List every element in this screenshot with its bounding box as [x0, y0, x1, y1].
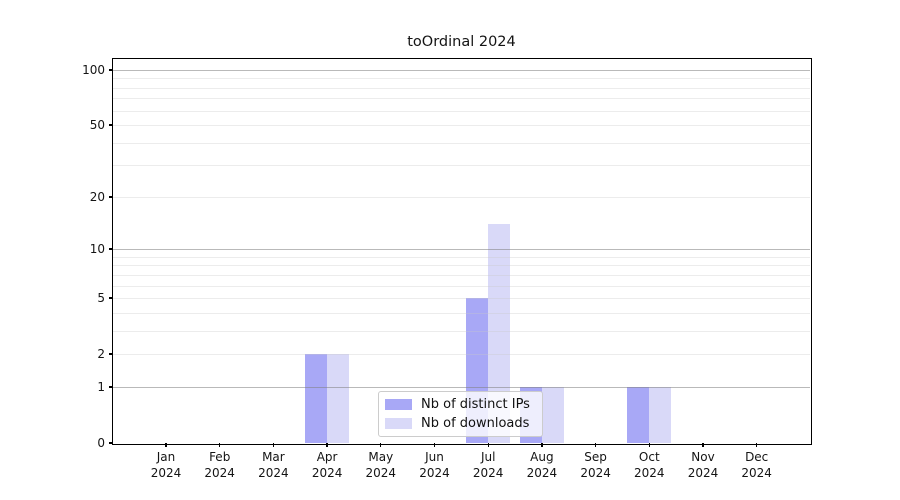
y-axis-tick	[109, 353, 113, 355]
minor-gridline	[113, 354, 810, 356]
x-axis-tick	[433, 443, 436, 447]
minor-gridline	[113, 298, 810, 300]
legend-row-distinct-ips: Nb of distinct IPs	[385, 397, 534, 412]
bar-downloads-aug	[541, 386, 564, 443]
x-axis-tick-label: Sep 2024	[580, 450, 611, 480]
x-axis-tick	[541, 443, 543, 447]
x-axis-tick-label: May 2024	[365, 450, 397, 480]
bar-downloads-apr	[327, 354, 350, 443]
minor-gridline	[113, 142, 810, 144]
minor-gridline	[113, 98, 810, 100]
minor-gridline	[113, 285, 810, 287]
x-axis-tick	[272, 443, 275, 447]
legend: Nb of distinct IPs Nb of downloads	[378, 391, 543, 437]
x-axis-tick	[219, 443, 221, 447]
x-axis-tick	[487, 443, 489, 447]
y-axis-tick	[109, 69, 113, 71]
minor-gridline	[113, 110, 810, 112]
plot-area	[113, 59, 810, 443]
y-axis-tick-label: 20	[89, 189, 105, 204]
y-axis-tick-label: 10	[89, 242, 105, 257]
minor-gridline	[113, 256, 810, 258]
y-axis-tick-label: 100	[82, 62, 105, 77]
minor-gridline	[113, 274, 810, 276]
x-axis-tick-label: Nov 2024	[687, 450, 719, 480]
x-axis-tick-label: Oct 2024	[634, 450, 665, 480]
y-axis-tick	[109, 297, 113, 299]
y-axis-tick	[109, 196, 113, 198]
major-gridline	[113, 249, 810, 251]
x-axis-tick	[756, 443, 758, 447]
x-axis-tick	[648, 443, 650, 447]
y-axis-tick-label: 0	[97, 436, 105, 450]
x-axis-tick-label: Feb 2024	[204, 450, 235, 480]
y-axis-tick	[109, 248, 113, 250]
x-axis-tick	[326, 443, 328, 447]
legend-swatch-downloads	[385, 418, 412, 429]
minor-gridline	[113, 125, 810, 127]
y-axis-tick-label: 1	[97, 379, 105, 394]
minor-gridline	[113, 330, 810, 332]
y-axis-tick	[109, 386, 113, 388]
minor-gridline	[113, 265, 810, 267]
bar-downloads-oct	[649, 386, 672, 443]
major-gridline	[113, 386, 810, 388]
x-axis-tick-label: Mar 2024	[258, 450, 289, 480]
major-gridline	[113, 69, 810, 71]
y-axis-tick	[109, 442, 113, 444]
y-axis-tick-label: 5	[97, 291, 105, 306]
bar-downloads-jul	[488, 224, 511, 443]
minor-gridline	[113, 196, 810, 198]
x-axis-tick	[594, 443, 597, 447]
minor-gridline	[113, 87, 810, 89]
minor-gridline	[113, 165, 810, 167]
y-axis-tick	[109, 124, 113, 126]
x-axis-tick	[702, 443, 704, 447]
legend-label-downloads: Nb of downloads	[421, 416, 530, 431]
x-axis-tick-label: Jul 2024	[472, 450, 504, 480]
legend-row-downloads: Nb of downloads	[385, 416, 534, 431]
x-axis-tick-label: Apr 2024	[311, 450, 343, 480]
x-axis-tick-label: Dec 2024	[741, 450, 772, 480]
bar-distinct-ips-oct	[627, 386, 650, 443]
x-axis-tick-label: Jan 2024	[150, 450, 182, 480]
legend-label-distinct-ips: Nb of distinct IPs	[421, 397, 530, 412]
y-axis-tick-label: 50	[89, 118, 105, 133]
y-axis-tick-label: 2	[97, 347, 105, 362]
minor-gridline	[113, 312, 810, 314]
x-axis-tick-label: Jun 2024	[419, 450, 450, 480]
minor-gridline	[113, 78, 810, 80]
chart-title: toOrdinal 2024	[407, 34, 516, 50]
x-axis-tick	[165, 443, 167, 447]
bar-distinct-ips-apr	[305, 354, 328, 443]
x-axis-tick-label: Aug 2024	[526, 450, 558, 480]
x-axis-tick	[380, 443, 382, 447]
legend-swatch-distinct-ips	[385, 399, 412, 410]
